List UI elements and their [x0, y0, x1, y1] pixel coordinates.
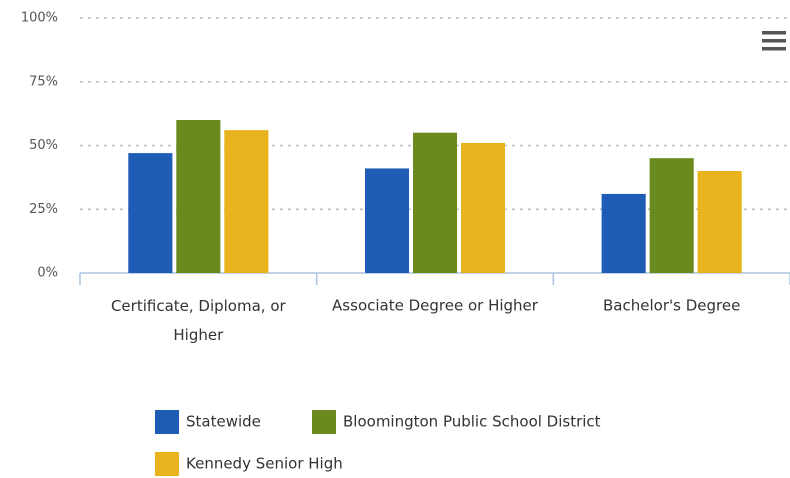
bar-shine — [128, 153, 173, 273]
legend-swatch-shine — [312, 410, 336, 434]
x-tick-label: Associate Degree or Higher — [332, 297, 539, 315]
bar-shine — [601, 193, 646, 273]
y-tick-label: 25% — [29, 202, 58, 217]
legend-label: Bloomington Public School District — [343, 413, 601, 431]
bar-shine — [176, 120, 221, 273]
x-tick-label: Bachelor's Degree — [603, 297, 740, 315]
menu-bar — [762, 39, 786, 43]
x-tick-label: Certificate, Diploma, or Higher — [111, 297, 287, 344]
legend-swatch-shine — [155, 410, 179, 434]
bar-shine — [461, 142, 505, 273]
y-tick-label: 0% — [37, 266, 58, 281]
legend-swatch-shine — [155, 452, 179, 476]
menu-bar — [762, 47, 786, 51]
y-tick-label: 100% — [21, 11, 58, 26]
menu-icon[interactable] — [762, 31, 786, 51]
legend-label: Statewide — [186, 413, 261, 431]
legend-label: Kennedy Senior High — [186, 455, 343, 473]
menu-bar — [762, 31, 786, 35]
bar-shine — [365, 168, 409, 273]
y-tick-label: 50% — [29, 138, 58, 153]
bar-shine — [224, 130, 269, 273]
bar-shine — [649, 158, 694, 273]
y-tick-label: 75% — [29, 74, 58, 89]
bar-shine — [697, 171, 742, 273]
bar-shine — [413, 132, 457, 273]
